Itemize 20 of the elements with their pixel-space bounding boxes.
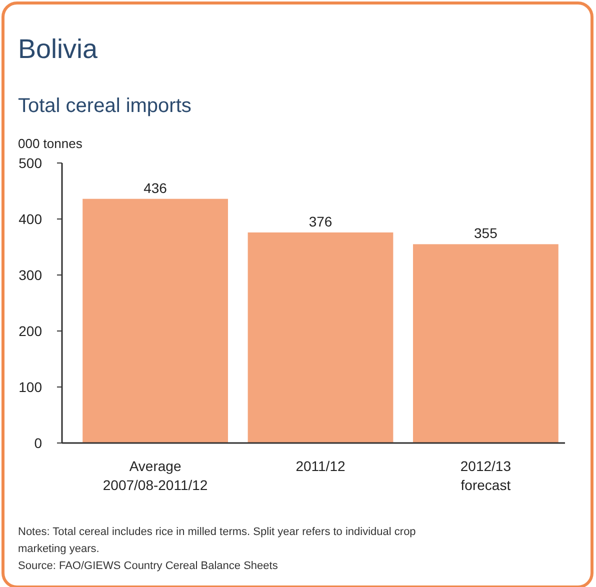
y-axis-title: 000 tonnes [18,136,83,151]
x-tick-label: 2011/12 [296,458,346,474]
bar [413,244,558,443]
x-tick-label: Average 2007/08-2011/12 [102,458,208,493]
y-tick-label: 500 [18,155,42,171]
data-label: 355 [474,225,498,242]
bar [82,198,228,443]
y-tick-label: 0 [34,435,42,451]
bar [248,232,394,443]
chart-title: Bolivia [18,34,99,64]
chart-subtitle: Total cereal imports [18,95,192,117]
y-tick-label: 100 [18,379,42,395]
y-tick-label: 400 [18,211,42,227]
y-tick-label: 200 [18,323,42,339]
text: Notes: Total cereal includes rice in milled terms. Split year refers to individual crop marketing years. [18,526,416,555]
data-label: 376 [308,213,332,230]
data-label: 436 [144,180,168,196]
x-tick-label: 2012/13 forecast [460,458,512,493]
source-note: Source: FAO/GIEWS Country Cereal Balance Sheets [18,560,278,572]
y-tick-label: 300 [18,267,42,283]
